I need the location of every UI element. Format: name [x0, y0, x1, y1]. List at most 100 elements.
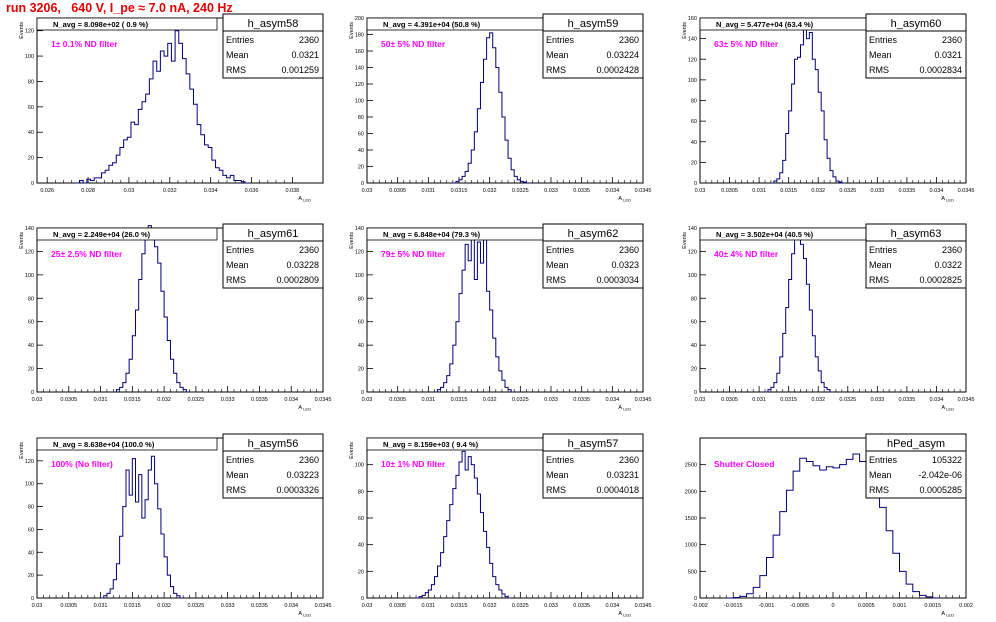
histogram-line	[726, 453, 940, 599]
histogram-line	[770, 27, 845, 184]
stats-label: Entries	[226, 245, 255, 255]
y-tick-label: 0	[31, 596, 34, 602]
y-tick-label: 40	[358, 343, 364, 349]
y-tick-label: 80	[28, 505, 34, 511]
stats-value: 2360	[942, 35, 962, 45]
stats-value: 0.0002834	[919, 65, 962, 75]
y-tick-label: 0	[694, 596, 697, 602]
stats-label: Mean	[226, 470, 249, 480]
navg-box	[36, 437, 218, 451]
navg-label: N_avg = 6.848e+04 (79.3 %)	[383, 230, 481, 239]
y-tick-label: 100	[25, 54, 34, 60]
x-tick-label: 0.0345	[958, 397, 975, 403]
stats-label: Entries	[546, 455, 575, 465]
y-tick-label: 20	[28, 156, 34, 162]
x-tick-label: 0.032	[163, 188, 177, 194]
x-tick-label: 0.03	[32, 397, 43, 403]
stats-value: 0.0002825	[919, 275, 962, 285]
x-tick-label: 0.03	[362, 603, 373, 609]
histogram-panel-h_asym63: 0.03 0.0305 0.031 0.0315 0.032 0.0325 0.033 0.0…	[682, 223, 975, 412]
x-tick-label: 0.0335	[573, 188, 590, 194]
y-tick-label: 20	[691, 367, 697, 373]
x-tick-label: 0.033	[544, 188, 558, 194]
y-tick-label: 140	[688, 226, 697, 232]
stats-value: 0.0004018	[596, 485, 639, 495]
stats-label: Entries	[869, 35, 898, 45]
stats-label: Entries	[546, 35, 575, 45]
stats-label: Entries	[226, 35, 255, 45]
x-tick-label: -0.002	[692, 603, 708, 609]
stats-value: 0.0321	[291, 50, 319, 60]
page-title: run 3206, 640 V, I_pe ≈ 7.0 nA, 240 Hz	[6, 1, 233, 15]
stats-value: 2360	[619, 35, 639, 45]
y-tick-label: 20	[358, 569, 364, 575]
stats-label: RMS	[869, 65, 889, 75]
y-tick-label: 0	[361, 181, 364, 187]
y-tick-label: 0	[31, 390, 34, 396]
stats-label: RMS	[546, 485, 566, 495]
x-tick-label: 0.034	[930, 188, 944, 194]
stats-value: 2360	[619, 455, 639, 465]
y-axis-title: Events	[349, 232, 355, 249]
y-tick-label: 20	[691, 160, 697, 166]
x-tick-label: 0.0315	[451, 188, 468, 194]
stats-value: 0.03228	[286, 260, 319, 270]
x-axis-title: A LED	[298, 196, 311, 203]
histogram-line	[452, 32, 530, 184]
y-tick-label: 100	[688, 78, 697, 84]
y-tick-label: 60	[358, 516, 364, 522]
y-tick-label: 80	[691, 296, 697, 302]
x-tick-label: 0.0305	[389, 603, 406, 609]
x-tick-label: 0.032	[483, 397, 497, 403]
stats-value: 0.0323	[611, 260, 639, 270]
y-tick-label: 20	[358, 165, 364, 171]
x-tick-label: 0.0315	[451, 397, 468, 403]
y-tick-label: 20	[358, 367, 364, 373]
histogram-name: hPed_asym	[887, 438, 945, 450]
x-tick-label: 0.0345	[635, 603, 652, 609]
x-tick-label: 0.0325	[512, 603, 529, 609]
x-tick-label: 0.03	[695, 397, 706, 403]
filter-label: 1± 0.1% ND filter	[51, 39, 118, 49]
navg-box	[36, 227, 218, 241]
x-tick-label: 0.002	[959, 603, 973, 609]
stats-value: 2360	[299, 455, 319, 465]
y-tick-label: 60	[691, 119, 697, 125]
x-tick-label: 0.033	[544, 397, 558, 403]
stats-label: RMS	[546, 65, 566, 75]
y-tick-label: 160	[688, 16, 697, 22]
stats-value: 2360	[942, 245, 962, 255]
stats-box	[542, 13, 644, 79]
y-tick-label: 100	[25, 482, 34, 488]
stats-value: 0.0322	[934, 260, 962, 270]
navg-label: N_avg = 8.159e+03 ( 9.4 %)	[383, 440, 479, 449]
x-tick-label: -0.0005	[790, 603, 809, 609]
x-tick-label: 0.0015	[924, 603, 941, 609]
stats-box	[222, 223, 324, 289]
y-tick-label: 140	[688, 37, 697, 43]
y-tick-label: 60	[28, 320, 34, 326]
y-tick-label: 100	[355, 463, 364, 469]
x-axis-title: A LED	[941, 405, 954, 412]
stats-label: Entries	[226, 455, 255, 465]
x-tick-label: 0.0325	[187, 603, 204, 609]
x-tick-label: 0.0335	[573, 603, 590, 609]
x-tick-label: 0.034	[930, 397, 944, 403]
x-axis-title: A LED	[618, 405, 631, 412]
stats-value: 0.03223	[286, 470, 319, 480]
x-tick-label: -0.001	[759, 603, 775, 609]
x-tick-label: 0.032	[811, 397, 825, 403]
y-tick-label: 100	[355, 273, 364, 279]
y-tick-label: 20	[28, 573, 34, 579]
histogram-line	[75, 30, 249, 184]
x-tick-label: 0.03	[32, 603, 43, 609]
x-axis-title: A LED	[298, 405, 311, 412]
stats-label: RMS	[869, 485, 889, 495]
histogram-name: h_asym61	[248, 228, 299, 240]
stats-value: 0.001259	[281, 65, 319, 75]
x-tick-label: 0.033	[544, 603, 558, 609]
navg-label: N_avg = 4.391e+04 (50.8 %)	[383, 20, 481, 29]
y-tick-label: 120	[688, 57, 697, 63]
histogram-panel-h_asym58: 0.026 0.028 0.03 0.032 0.034 0.036 0.038 0 20 40 6…	[19, 13, 324, 203]
filter-label: 100% (No filter)	[51, 459, 113, 469]
